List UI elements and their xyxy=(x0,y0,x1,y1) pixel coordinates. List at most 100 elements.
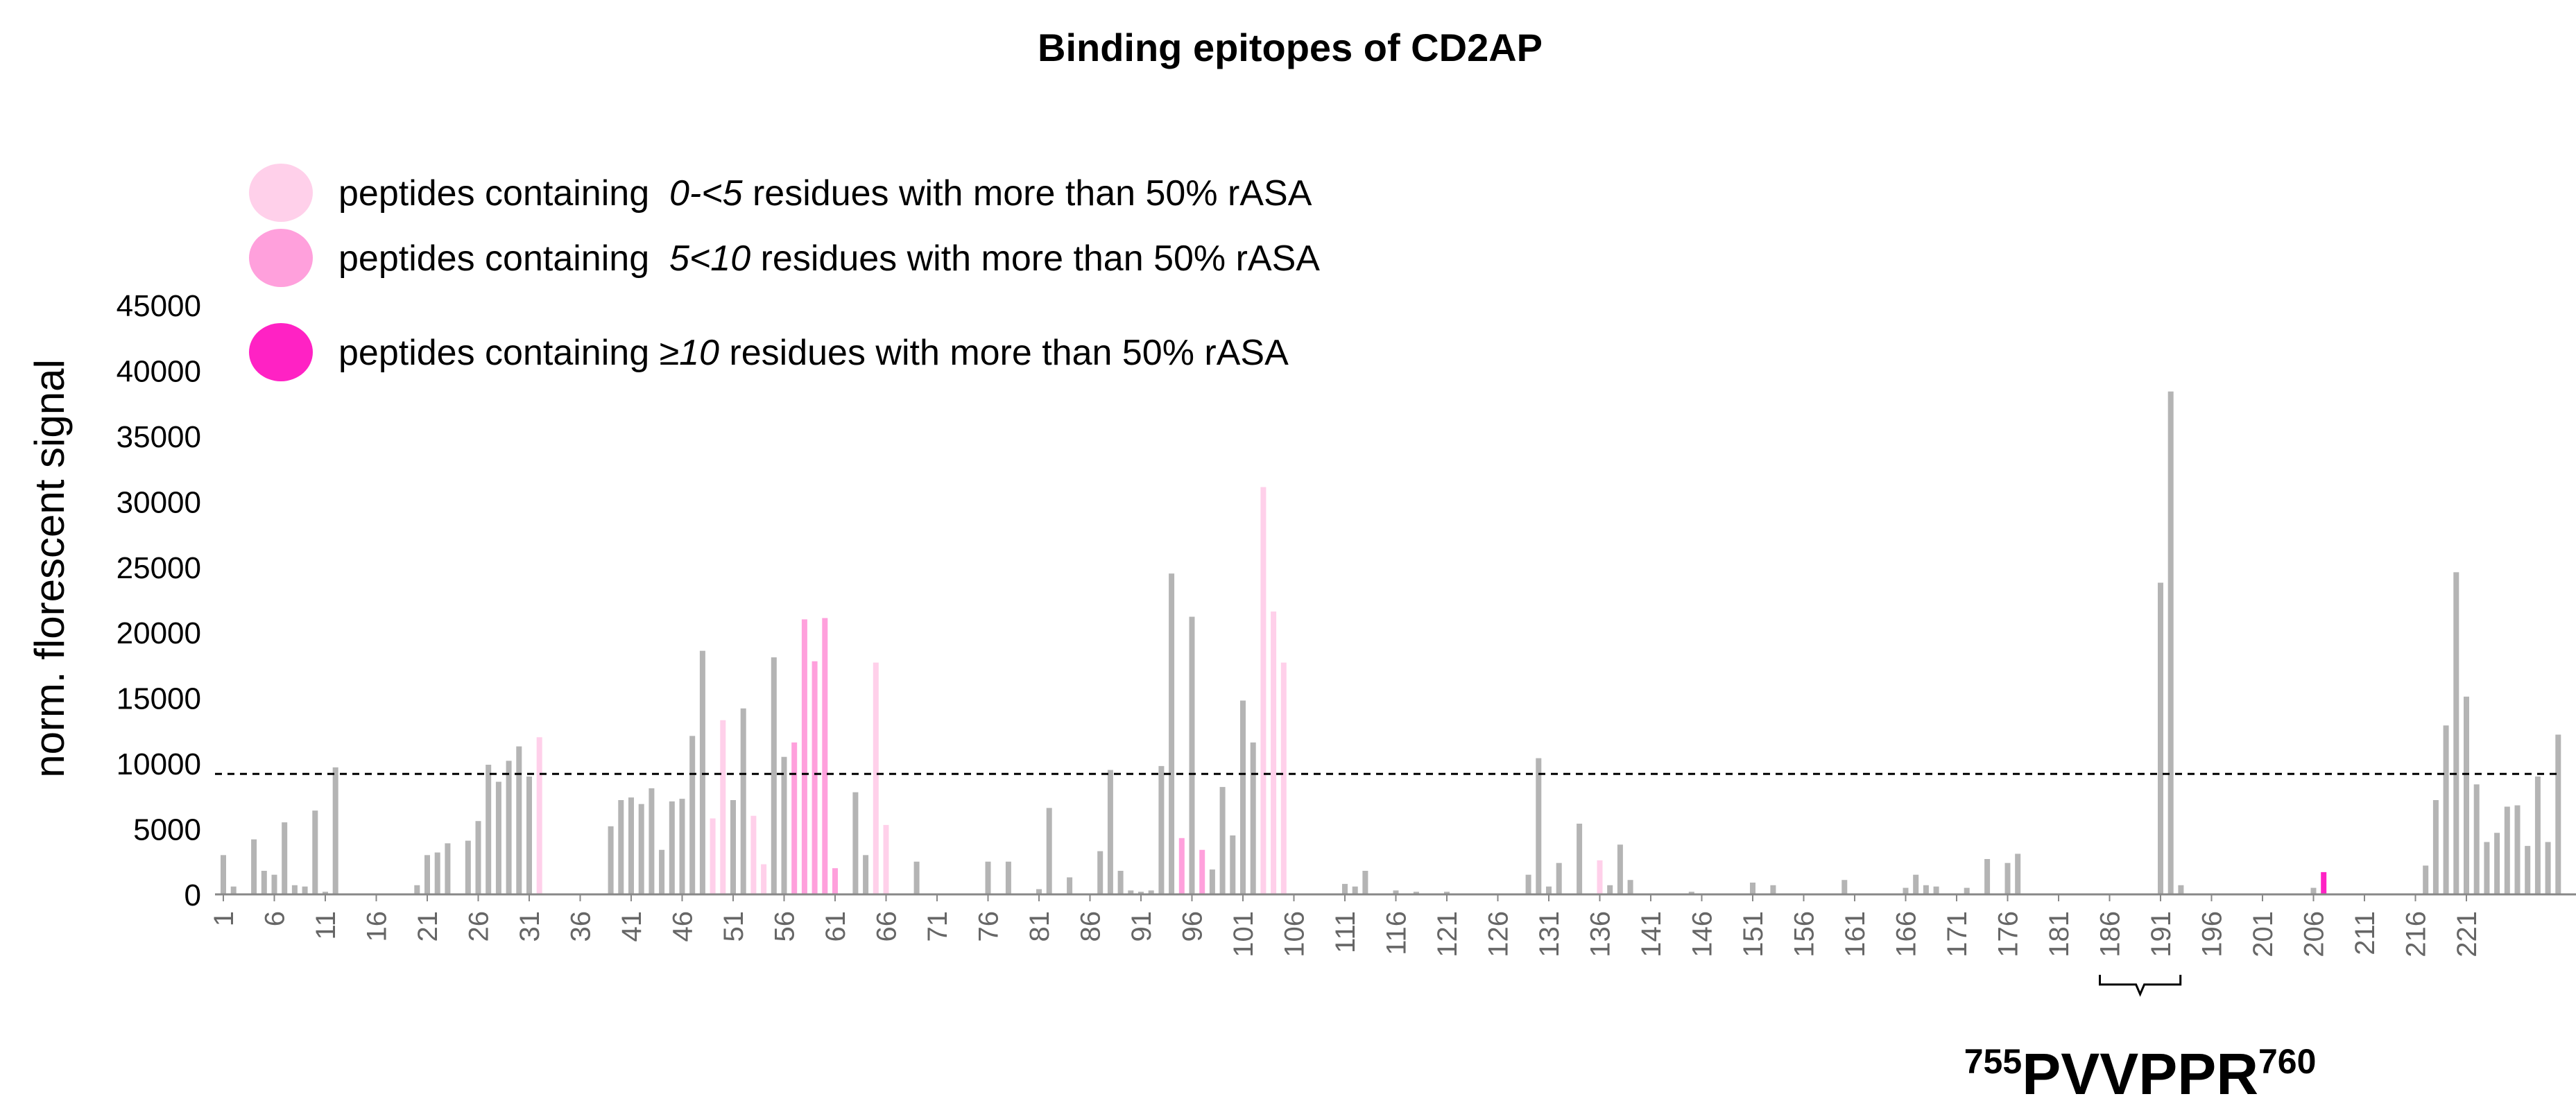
bar xyxy=(883,824,889,894)
y-tick-label: 10000 xyxy=(117,747,201,781)
x-tick-label: 86 xyxy=(1076,911,1106,942)
bar xyxy=(750,815,757,894)
bar xyxy=(323,892,328,894)
bar xyxy=(1199,849,1205,894)
x-tick-label: 111 xyxy=(1330,911,1361,953)
bar xyxy=(1597,860,1603,894)
x-tick-label: 16 xyxy=(362,911,393,942)
bar xyxy=(740,708,746,894)
bars xyxy=(221,391,2561,894)
bar xyxy=(1189,616,1195,894)
x-tick-label: 156 xyxy=(1789,911,1820,957)
bar xyxy=(1525,874,1531,894)
bar xyxy=(812,661,818,894)
bar xyxy=(2443,725,2449,894)
bar xyxy=(1352,886,1358,894)
bar xyxy=(261,871,267,894)
bar xyxy=(649,788,655,894)
bar xyxy=(1546,886,1552,894)
bar xyxy=(832,868,838,894)
y-tick-label: 20000 xyxy=(117,616,201,650)
bar xyxy=(221,855,226,894)
bar xyxy=(516,746,522,894)
x-tick-label: 1 xyxy=(209,911,239,926)
legend-label-3: peptides containing ≥10 residues with mo… xyxy=(338,333,1289,373)
legend-label-1: peptides containing 0-<5 residues with m… xyxy=(338,173,1312,214)
x-tick-label: 131 xyxy=(1534,911,1565,957)
bar xyxy=(2464,696,2469,894)
bar xyxy=(791,742,798,894)
bar xyxy=(271,874,277,894)
bar xyxy=(2158,582,2163,894)
x-tick-label: 166 xyxy=(1891,911,1922,957)
y-tick-label: 0 xyxy=(184,878,201,912)
x-tick-label: 201 xyxy=(2248,911,2278,957)
bar xyxy=(2473,784,2480,894)
bar xyxy=(424,855,430,894)
bar xyxy=(1933,886,1939,894)
bar xyxy=(1169,573,1175,894)
bar xyxy=(1913,874,1919,894)
chart-title: Binding epitopes of CD2AP xyxy=(1038,26,1543,69)
bar xyxy=(1577,824,1583,894)
legend-label-2: peptides containing 5<10 residues with m… xyxy=(338,239,1320,279)
x-tick-label: 206 xyxy=(2299,911,2330,957)
bar xyxy=(251,839,257,894)
bar xyxy=(1841,880,1848,894)
bar xyxy=(1617,844,1623,894)
bar xyxy=(618,800,624,894)
bar xyxy=(475,821,481,894)
bar xyxy=(761,864,767,894)
motif-annotation: 755PVVPPR760 xyxy=(1964,975,2317,1107)
bar xyxy=(1209,869,1215,894)
x-tick-label: 71 xyxy=(922,911,953,942)
bar xyxy=(414,885,420,894)
x-tick-label: 146 xyxy=(1688,911,1718,957)
bar xyxy=(2321,871,2327,894)
bar xyxy=(2178,885,2184,894)
bar xyxy=(720,720,726,894)
x-tick-label: 11 xyxy=(311,911,341,940)
x-tick-label: 61 xyxy=(821,911,851,942)
bar xyxy=(1046,808,1052,894)
motif-label: 755PVVPPR760 xyxy=(1964,1041,2317,1107)
bar xyxy=(608,826,614,894)
bar xyxy=(2514,805,2521,894)
bar xyxy=(332,767,338,894)
bar xyxy=(302,886,308,894)
bar xyxy=(801,619,807,894)
bar xyxy=(1097,851,1104,894)
bar xyxy=(659,849,665,894)
bar xyxy=(669,801,675,894)
bar xyxy=(2534,777,2541,894)
bar xyxy=(495,781,501,894)
x-tick-label: 26 xyxy=(464,911,495,942)
bar xyxy=(1536,758,1542,894)
motif-end-number: 760 xyxy=(2258,1042,2316,1081)
bar xyxy=(985,861,991,894)
bar xyxy=(1117,871,1124,894)
bar xyxy=(1250,742,1256,894)
bar xyxy=(710,818,716,894)
y-tick-label: 45000 xyxy=(117,289,201,323)
x-tick-label: 96 xyxy=(1178,911,1208,942)
motif-sequence: PVVPPR xyxy=(2022,1041,2258,1107)
bar xyxy=(852,792,859,894)
bar xyxy=(1240,700,1246,894)
bar xyxy=(1923,885,1929,894)
bar xyxy=(2167,391,2174,894)
bar xyxy=(486,765,492,894)
bar xyxy=(291,885,298,894)
y-tick-label: 25000 xyxy=(117,551,201,585)
bar xyxy=(1260,487,1266,894)
x-axis: 1 6 11 16 21 26 31 36 41 46 51 56 61 66 71 76 81 86 91 96 10… xyxy=(209,894,2482,957)
bar xyxy=(230,886,237,894)
bar xyxy=(1627,880,1633,894)
bar xyxy=(312,810,318,894)
bar xyxy=(1984,859,1991,894)
motif-start-number: 755 xyxy=(1964,1042,2022,1081)
bar xyxy=(1067,877,1073,894)
y-tick-label: 30000 xyxy=(117,485,201,519)
bar xyxy=(1219,787,1226,894)
y-axis: 0 5000 10000 15000 20000 25000 30000 35000 40000… xyxy=(117,289,201,912)
